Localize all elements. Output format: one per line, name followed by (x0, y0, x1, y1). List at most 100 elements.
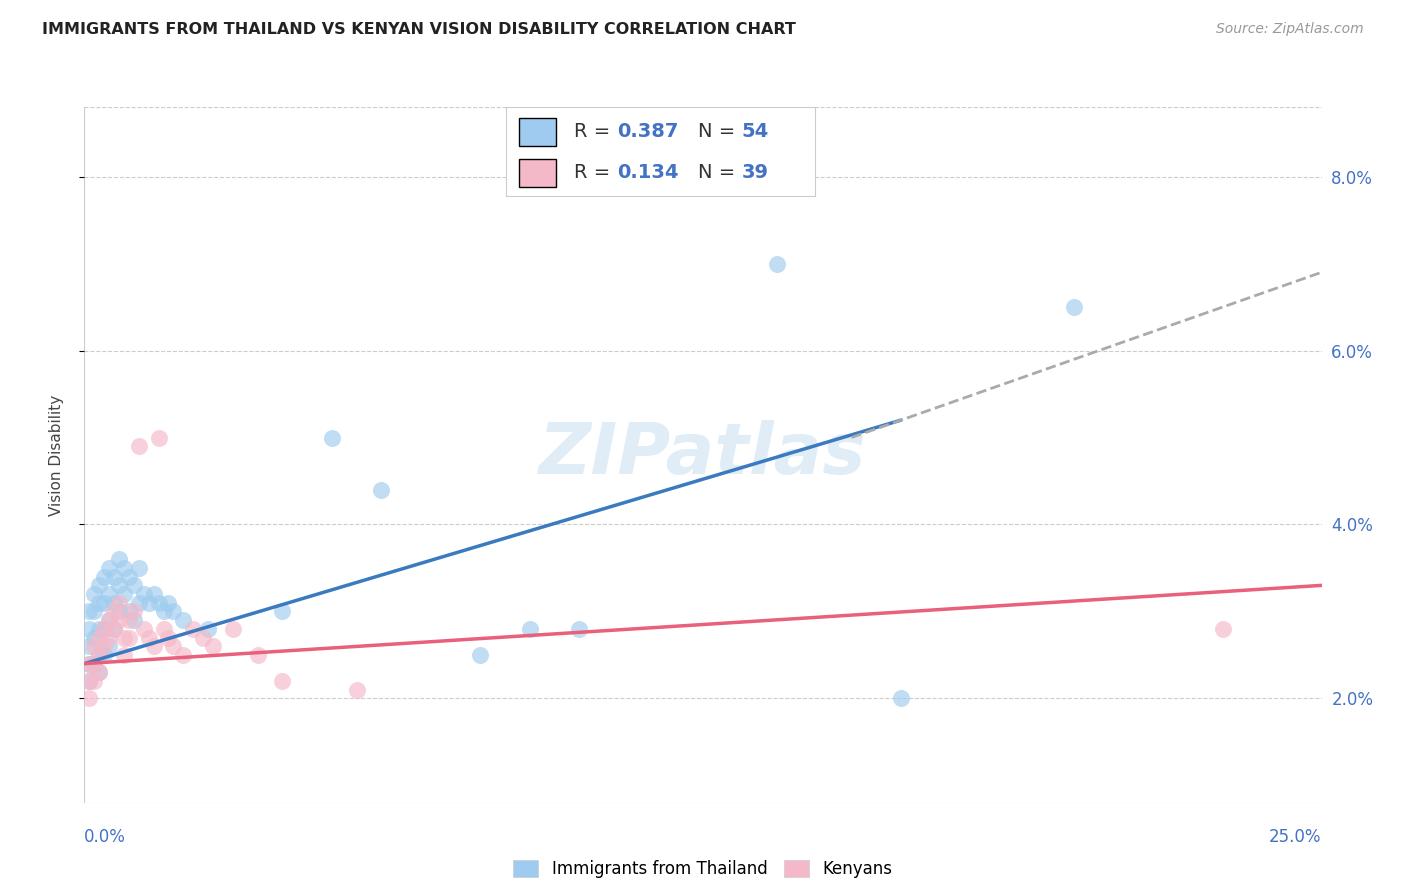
FancyBboxPatch shape (519, 118, 555, 146)
Point (162, 605, 184, 619)
Point (157, 631, 180, 645)
Point (89, 578, 111, 592)
Point (93, 596, 115, 610)
Point (271, 605, 294, 619)
Text: IMMIGRANTS FROM THAILAND VS KENYAN VISION DISABILITY CORRELATION CHART: IMMIGRANTS FROM THAILAND VS KENYAN VISIO… (42, 22, 796, 37)
Point (103, 605, 125, 619)
Point (118, 631, 141, 645)
Point (112, 561, 135, 575)
Point (108, 596, 131, 610)
Point (118, 605, 141, 619)
Point (568, 622, 591, 636)
Point (79, 605, 101, 619)
Point (197, 622, 219, 636)
Point (152, 622, 174, 636)
Point (321, 430, 343, 444)
Point (766, 256, 789, 270)
Point (108, 605, 131, 619)
Point (118, 569, 141, 583)
Point (93, 639, 115, 653)
Point (89, 648, 111, 662)
Point (83, 674, 105, 689)
Point (157, 596, 180, 610)
Point (103, 596, 125, 610)
Point (142, 639, 165, 653)
Point (108, 578, 131, 592)
Point (98, 613, 121, 627)
Point (89, 665, 111, 680)
Point (83, 657, 105, 671)
Text: R =: R = (574, 121, 617, 141)
Point (98, 613, 121, 627)
Point (93, 648, 115, 662)
Text: N =: N = (697, 162, 741, 182)
Point (83, 657, 105, 671)
Point (519, 622, 541, 636)
Point (79, 639, 101, 653)
Point (89, 622, 111, 636)
Point (162, 639, 184, 653)
Point (346, 682, 368, 697)
Point (112, 631, 135, 645)
Point (202, 639, 225, 653)
Point (79, 674, 101, 689)
Point (79, 691, 101, 706)
Point (122, 605, 145, 619)
Point (83, 631, 105, 645)
Point (142, 587, 165, 601)
Point (128, 439, 150, 453)
Point (103, 569, 125, 583)
Point (246, 648, 269, 662)
Point (132, 622, 155, 636)
Point (1063, 300, 1085, 314)
Point (93, 622, 115, 636)
Point (79, 657, 101, 671)
Point (1212, 622, 1234, 636)
Point (79, 622, 101, 636)
Point (79, 674, 101, 689)
Point (118, 613, 141, 627)
Point (132, 587, 155, 601)
Point (93, 622, 115, 636)
Point (108, 552, 131, 566)
Point (103, 622, 125, 636)
Text: Source: ZipAtlas.com: Source: ZipAtlas.com (1216, 22, 1364, 37)
Point (138, 596, 160, 610)
Point (112, 648, 135, 662)
Point (122, 613, 145, 627)
Point (89, 665, 111, 680)
Text: 25.0%: 25.0% (1270, 828, 1322, 846)
Point (83, 605, 105, 619)
Point (98, 639, 121, 653)
Point (181, 622, 204, 636)
Text: 54: 54 (741, 121, 769, 141)
Point (122, 578, 145, 592)
Legend: Immigrants from Thailand, Kenyans: Immigrants from Thailand, Kenyans (506, 854, 900, 885)
Point (89, 648, 111, 662)
Point (128, 561, 150, 575)
Point (93, 569, 115, 583)
Point (172, 613, 194, 627)
Text: R =: R = (574, 162, 617, 182)
Point (370, 483, 392, 497)
Text: 39: 39 (741, 162, 768, 182)
FancyBboxPatch shape (519, 159, 555, 187)
Text: 0.134: 0.134 (617, 162, 679, 182)
Point (83, 639, 105, 653)
Y-axis label: Vision Disability: Vision Disability (49, 394, 63, 516)
Point (89, 596, 111, 610)
Point (83, 587, 105, 601)
Text: ZIPatlas: ZIPatlas (540, 420, 866, 490)
Point (470, 648, 492, 662)
Point (89, 631, 111, 645)
Text: 0.387: 0.387 (617, 121, 679, 141)
Point (98, 561, 121, 575)
Point (271, 674, 294, 689)
Point (191, 631, 214, 645)
Point (103, 622, 125, 636)
Point (112, 587, 135, 601)
Point (148, 596, 170, 610)
Point (222, 622, 245, 636)
Text: N =: N = (697, 121, 741, 141)
Point (79, 657, 101, 671)
